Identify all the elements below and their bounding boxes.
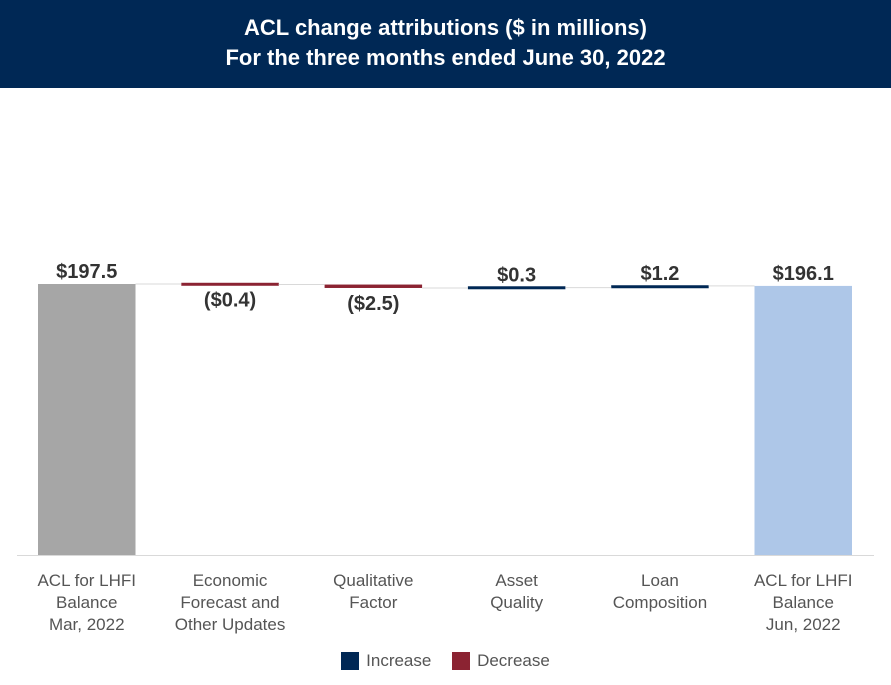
- category-label-1: Economic Forecast and Other Updates: [175, 571, 286, 634]
- category-label-5-line-1: Balance: [773, 593, 834, 612]
- data-label-1: ($0.4): [204, 290, 256, 312]
- category-label-4-line-0: Loan: [641, 571, 679, 590]
- chart-title-line-2: For the three months ended June 30, 2022: [225, 45, 666, 70]
- category-label-3-line-1: Quality: [490, 593, 543, 612]
- bar-0: [38, 284, 136, 555]
- data-label-5: $196.1: [773, 263, 834, 285]
- category-label-0-line-0: ACL for LHFI: [37, 571, 136, 590]
- bar-1: [181, 282, 279, 286]
- category-label-0-line-2: Mar, 2022: [49, 615, 125, 634]
- legend-item-decrease: Decrease: [452, 651, 550, 671]
- category-label-3-line-0: Asset: [495, 571, 538, 590]
- legend-label-increase: Increase: [366, 651, 432, 670]
- chart-title-banner: ACL change attributions ($ in millions) …: [0, 0, 891, 88]
- category-label-2-line-0: Qualitative: [333, 571, 413, 590]
- data-label-3: $0.3: [497, 265, 536, 287]
- category-label-1-line-2: Other Updates: [175, 615, 286, 634]
- data-label-0: $197.5: [56, 261, 117, 283]
- legend-item-increase: Increase: [341, 651, 431, 671]
- legend-swatch-decrease: [452, 652, 471, 670]
- bar-4: [611, 285, 709, 289]
- data-label-4: $1.2: [640, 263, 679, 285]
- bar-3: [467, 286, 566, 290]
- category-label-4-line-1: Composition: [613, 593, 708, 612]
- category-label-0-line-1: Balance: [56, 593, 117, 612]
- category-label-1-line-1: Forecast and: [180, 593, 279, 612]
- chart-title-line-1: ACL change attributions ($ in millions): [244, 15, 647, 40]
- bar-2: [324, 284, 423, 288]
- legend-label-decrease: Decrease: [477, 651, 550, 670]
- category-label-1-line-0: Economic: [193, 571, 268, 590]
- data-label-2: ($2.5): [347, 293, 399, 315]
- category-label-2: Qualitative Factor: [333, 571, 413, 612]
- category-label-0: ACL for LHFI Balance Mar, 2022: [37, 571, 136, 634]
- category-label-4: Loan Composition: [613, 571, 708, 612]
- category-label-5-line-0: ACL for LHFI: [754, 571, 853, 590]
- bar-5: [754, 285, 852, 555]
- legend-swatch-increase: [341, 652, 360, 670]
- category-label-5-line-2: Jun, 2022: [766, 615, 841, 634]
- category-label-3: Asset Quality: [490, 571, 543, 612]
- category-label-5: ACL for LHFI Balance Jun, 2022: [754, 571, 853, 634]
- chart-legend: Increase Decrease: [0, 651, 891, 675]
- category-label-2-line-1: Factor: [349, 593, 398, 612]
